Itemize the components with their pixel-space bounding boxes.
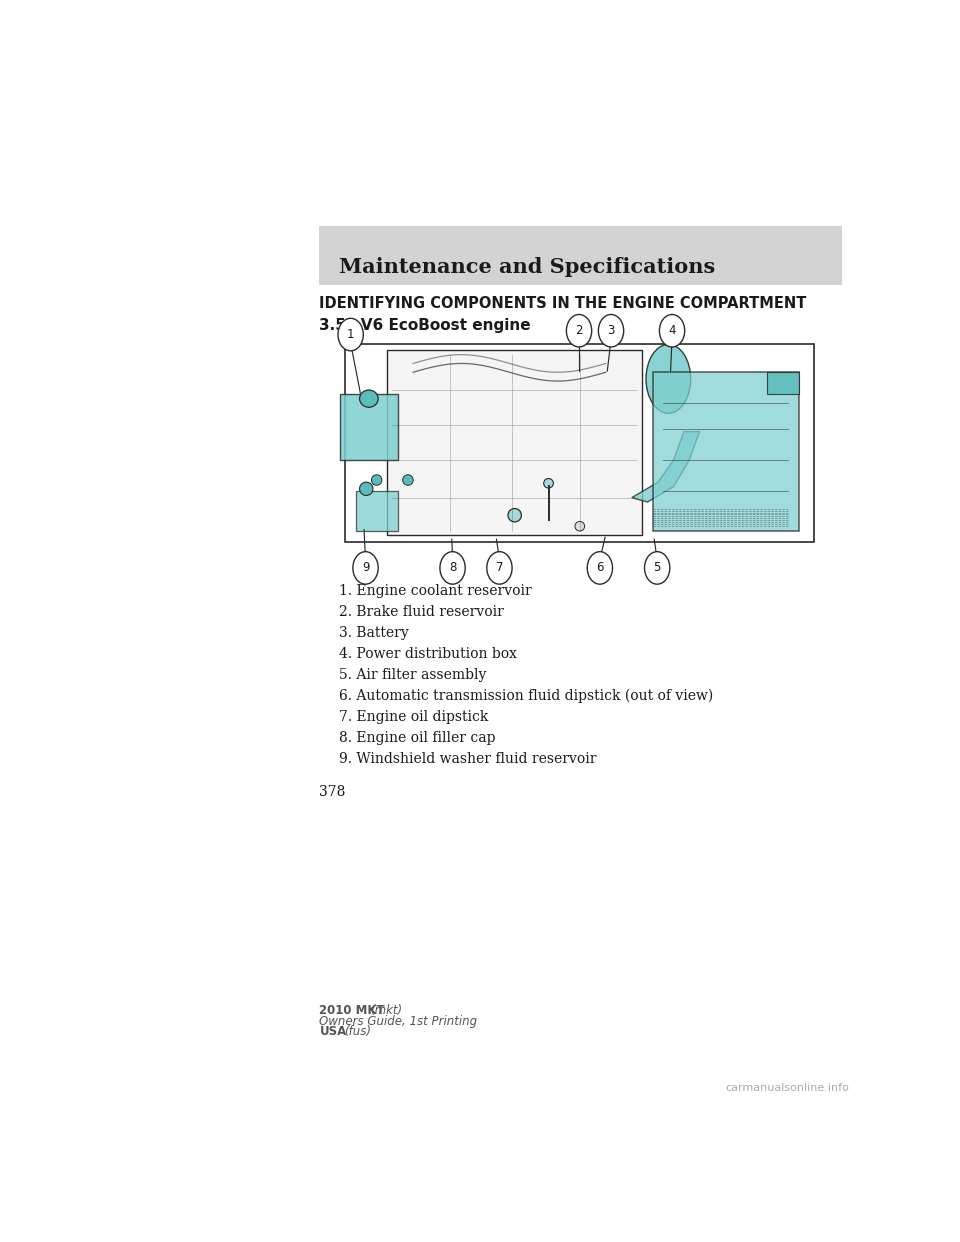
Text: 7: 7	[495, 561, 503, 574]
Circle shape	[487, 551, 512, 584]
Polygon shape	[387, 350, 642, 535]
Text: 5: 5	[654, 561, 660, 574]
Circle shape	[644, 551, 670, 584]
Text: 1: 1	[347, 328, 354, 342]
Circle shape	[660, 314, 684, 347]
Text: IDENTIFYING COMPONENTS IN THE ENGINE COMPARTMENT: IDENTIFYING COMPONENTS IN THE ENGINE COM…	[320, 297, 806, 312]
Text: 378: 378	[320, 785, 346, 799]
Text: 2. Brake fluid reservoir: 2. Brake fluid reservoir	[340, 605, 504, 619]
Circle shape	[440, 551, 466, 584]
Ellipse shape	[646, 344, 690, 414]
Circle shape	[588, 551, 612, 584]
Text: 6: 6	[596, 561, 604, 574]
Text: 4. Power distribution box: 4. Power distribution box	[340, 647, 517, 661]
Text: USA: USA	[320, 1025, 347, 1038]
Ellipse shape	[543, 478, 553, 488]
Text: 6. Automatic transmission fluid dipstick (out of view): 6. Automatic transmission fluid dipstick…	[340, 689, 713, 703]
Text: carmanualsonline.info: carmanualsonline.info	[725, 1083, 849, 1093]
Text: 2010 MKT: 2010 MKT	[320, 1005, 385, 1017]
Polygon shape	[653, 373, 799, 530]
Polygon shape	[767, 373, 799, 394]
Text: Maintenance and Specifications: Maintenance and Specifications	[340, 257, 716, 277]
Ellipse shape	[575, 522, 585, 532]
Ellipse shape	[403, 474, 413, 486]
Text: 1. Engine coolant reservoir: 1. Engine coolant reservoir	[340, 584, 532, 597]
Polygon shape	[632, 432, 700, 502]
Text: 8: 8	[449, 561, 456, 574]
Text: (fus): (fus)	[344, 1025, 371, 1038]
Text: 3.5L V6 EcoBoost engine: 3.5L V6 EcoBoost engine	[320, 318, 531, 333]
Text: 8. Engine oil filler cap: 8. Engine oil filler cap	[340, 732, 496, 745]
Text: 9: 9	[362, 561, 370, 574]
Text: 3. Battery: 3. Battery	[340, 626, 409, 640]
Circle shape	[353, 551, 378, 584]
Text: 2: 2	[575, 324, 583, 338]
Text: Owners Guide, 1st Printing: Owners Guide, 1st Printing	[320, 1015, 477, 1027]
Ellipse shape	[360, 390, 378, 407]
Ellipse shape	[372, 474, 382, 486]
Text: 4: 4	[668, 324, 676, 338]
Circle shape	[598, 314, 624, 347]
Text: 3: 3	[608, 324, 614, 338]
FancyBboxPatch shape	[320, 226, 843, 284]
Text: 5. Air filter assembly: 5. Air filter assembly	[340, 668, 487, 682]
Polygon shape	[340, 394, 397, 461]
Polygon shape	[356, 491, 397, 530]
Text: 7. Engine oil dipstick: 7. Engine oil dipstick	[340, 710, 489, 724]
Ellipse shape	[360, 482, 372, 496]
Circle shape	[566, 314, 591, 347]
Circle shape	[338, 318, 363, 350]
Text: (mkt): (mkt)	[370, 1005, 402, 1017]
Ellipse shape	[508, 508, 521, 522]
Text: 9. Windshield washer fluid reservoir: 9. Windshield washer fluid reservoir	[340, 753, 597, 766]
